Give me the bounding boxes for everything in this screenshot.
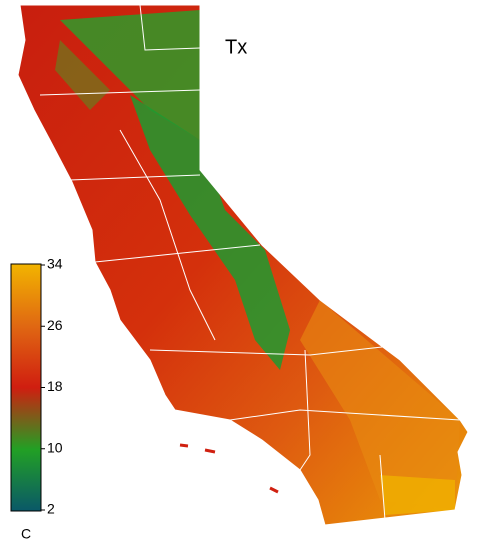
- county-lines: [39, 4, 461, 521]
- colorbar: [10, 263, 42, 512]
- colorbar-tick-label: 10: [47, 439, 63, 455]
- california-map: [17, 4, 469, 526]
- colorbar-tick-label: 2: [47, 501, 55, 517]
- colorbar-tick-label: 34: [47, 256, 63, 272]
- colorbar-tick-label: 18: [47, 378, 63, 394]
- channel-islands: [179, 443, 279, 494]
- sierra-cool-zone: [55, 10, 460, 515]
- map-title: Tx: [225, 36, 247, 58]
- colorbar-tick-label: 26: [47, 317, 63, 333]
- colorbar-unit: C: [21, 526, 31, 542]
